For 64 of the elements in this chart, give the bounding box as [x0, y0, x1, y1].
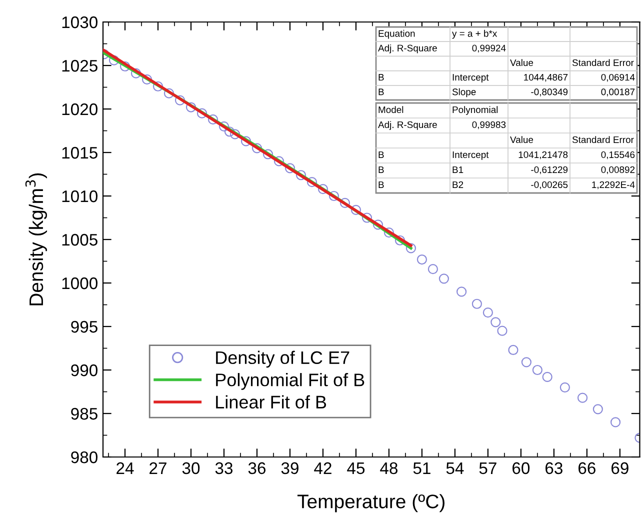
x-tick-label: 36 [248, 462, 266, 474]
x-tick-label: 48 [380, 462, 398, 474]
legend-label: Linear Fit of B [216, 395, 326, 409]
annotation: Adj. R-Square [378, 44, 437, 54]
annotation: Value [510, 59, 534, 66]
annotation: 0,00187 [601, 88, 635, 96]
legend-label: Polynomial Fit of B [216, 373, 364, 390]
annotation: B1 [452, 166, 464, 173]
annotation: B [378, 74, 384, 81]
annotation: Slope [452, 88, 476, 98]
annotation: 0,99924 [472, 44, 506, 53]
annotation: Intercept [452, 151, 489, 160]
y-tick-label: 1030 [62, 16, 98, 28]
x-tick-label: 30 [182, 462, 200, 474]
annotation: Standard Error [572, 136, 634, 144]
y-tick-label: 985 [71, 408, 98, 420]
annotation: Standard Error [572, 59, 634, 66]
x-tick-label: 60 [512, 462, 530, 474]
annotation: Polynomial [452, 106, 498, 115]
x-tick-label: 33 [215, 462, 233, 474]
x-tick-label: 42 [314, 462, 332, 474]
y-tick-label: 995 [71, 320, 98, 333]
y-axis-title: Density (kg/m$^{3}$) [25, 173, 47, 306]
y-tick-label: 990 [71, 364, 98, 376]
annotation: 0,99983 [472, 121, 506, 130]
annotation: y = a + b*x [452, 30, 498, 39]
x-tick-label: 24 [116, 462, 134, 474]
x-tick-label: 54 [446, 462, 464, 474]
x-tick-label: 51 [413, 462, 430, 474]
y-tick-label: 1010 [62, 190, 98, 202]
annotation: B [378, 166, 384, 173]
annotation: 0,00892 [601, 166, 635, 174]
annotation: Equation [378, 30, 415, 39]
annotation: B2 [452, 181, 464, 188]
annotation: 0,15546 [601, 151, 635, 160]
annotation: 1044,4867 [524, 74, 568, 82]
annotation: Intercept [452, 74, 489, 82]
x-tick-label: 27 [150, 462, 166, 474]
annotation: 1,2292E-4 [592, 181, 635, 190]
annotation: 0,06914 [601, 74, 635, 82]
y-tick-label: 1020 [62, 103, 98, 116]
annotation: Adj. R-Square [378, 121, 437, 130]
annotation: -0,00265 [531, 181, 568, 190]
annotation: B [378, 151, 384, 158]
annotation: 1041,21478 [518, 151, 568, 160]
y-tick-label: 1005 [62, 234, 98, 246]
legend-label: Density of LC E7 [216, 350, 350, 368]
x-tick-label: 45 [347, 462, 365, 474]
annotation: -0,80349 [531, 88, 568, 96]
x-tick-label: 69 [612, 462, 628, 474]
x-tick-label: 39 [281, 462, 298, 474]
annotation: Value [510, 136, 534, 144]
annotation: B [378, 88, 384, 96]
x-tick-label: 57 [479, 462, 496, 474]
x-tick-label: 66 [578, 462, 596, 474]
annotation: Model [378, 106, 404, 114]
y-tick-label: 1025 [62, 60, 98, 72]
y-tick-label: 1000 [62, 277, 98, 290]
y-tick-label: 980 [71, 451, 98, 464]
annotation: B [378, 181, 384, 188]
y-tick-label: 1015 [62, 146, 98, 159]
annotation: -0,61229 [531, 166, 568, 174]
x-tick-label: 63 [546, 462, 562, 474]
x-axis-title: Temperature (ºC) [297, 494, 444, 512]
